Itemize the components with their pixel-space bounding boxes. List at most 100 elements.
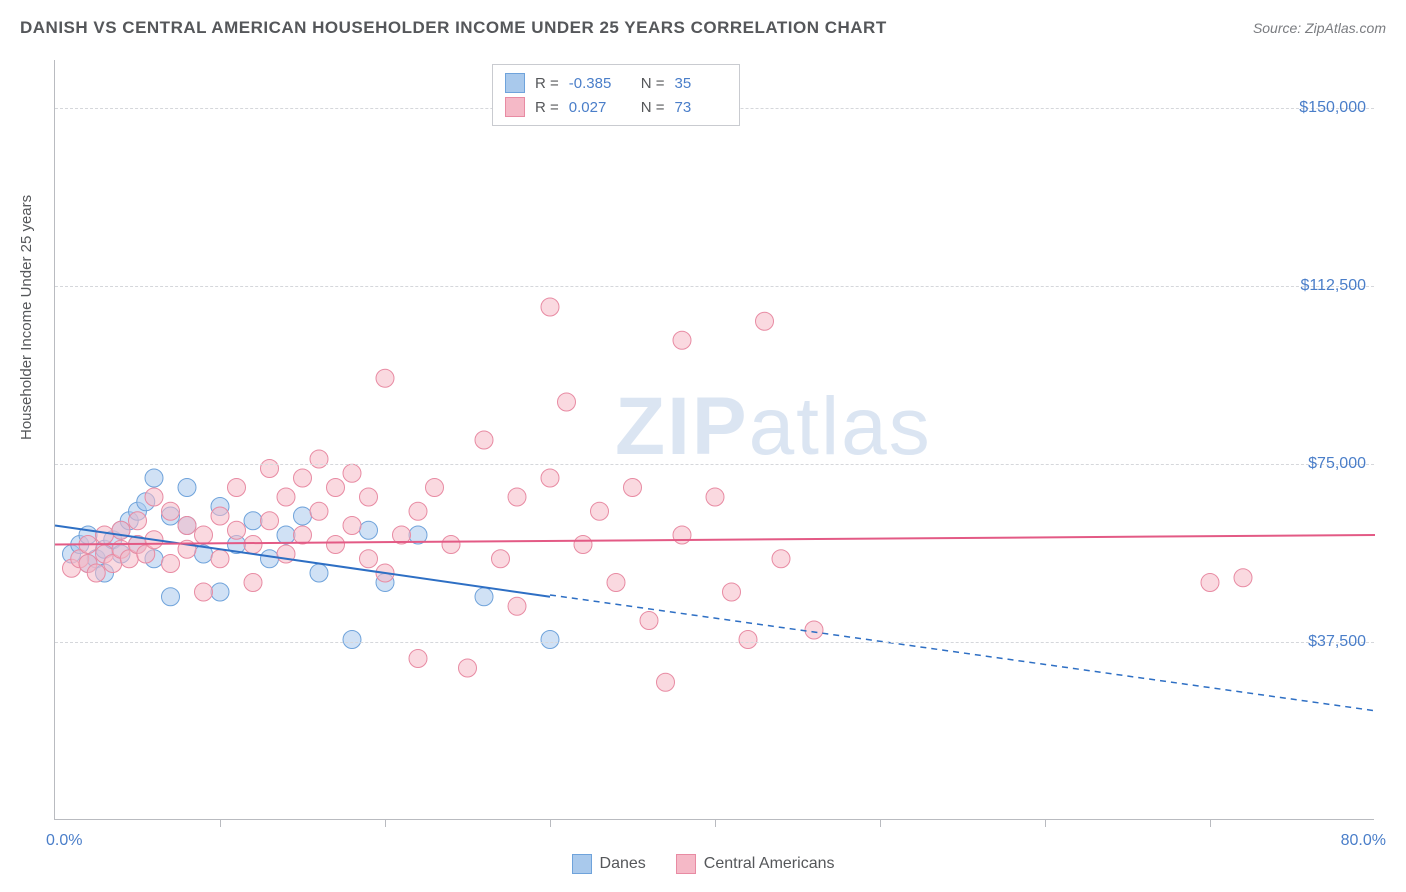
data-point <box>96 526 114 544</box>
x-tick <box>550 819 551 827</box>
data-point <box>211 507 229 525</box>
data-point <box>475 588 493 606</box>
y-tick-label: $112,500 <box>1300 277 1366 295</box>
legend-swatch <box>505 97 525 117</box>
data-point <box>310 564 328 582</box>
data-point <box>261 550 279 568</box>
data-point <box>508 488 526 506</box>
data-point <box>244 574 262 592</box>
n-value: 73 <box>675 99 727 116</box>
series-legend: Danes Central Americans <box>0 854 1406 874</box>
data-point <box>277 488 295 506</box>
data-point <box>442 536 460 554</box>
data-point <box>558 393 576 411</box>
data-point <box>343 631 361 649</box>
x-axis-min-label: 0.0% <box>46 832 82 850</box>
data-point <box>805 621 823 639</box>
data-point <box>459 659 477 677</box>
data-point <box>195 583 213 601</box>
data-point <box>162 502 180 520</box>
legend-row: R = -0.385 N = 35 <box>505 71 727 95</box>
data-point <box>277 526 295 544</box>
data-point <box>706 488 724 506</box>
data-point <box>228 521 246 539</box>
legend-swatch <box>676 854 696 874</box>
data-point <box>1234 569 1252 587</box>
data-point <box>409 502 427 520</box>
data-point <box>360 550 378 568</box>
data-point <box>195 526 213 544</box>
data-point <box>211 550 229 568</box>
data-point <box>244 536 262 554</box>
data-point <box>756 312 774 330</box>
data-point <box>475 431 493 449</box>
data-point <box>591 502 609 520</box>
legend-row: R = 0.027 N = 73 <box>505 95 727 119</box>
data-point <box>360 488 378 506</box>
data-point <box>294 469 312 487</box>
legend-item: Central Americans <box>676 854 835 874</box>
gridline <box>55 464 1374 465</box>
x-tick <box>1045 819 1046 827</box>
r-label: R = <box>535 99 559 116</box>
y-tick-label: $150,000 <box>1299 99 1366 117</box>
data-point <box>327 479 345 497</box>
data-point <box>327 536 345 554</box>
n-value: 35 <box>675 75 727 92</box>
n-label: N = <box>641 75 665 92</box>
data-point <box>673 526 691 544</box>
x-tick <box>880 819 881 827</box>
legend-swatch <box>505 73 525 93</box>
y-tick-label: $37,500 <box>1308 633 1366 651</box>
legend-label: Danes <box>600 855 646 873</box>
x-tick <box>220 819 221 827</box>
x-axis-max-label: 80.0% <box>1341 832 1386 850</box>
data-point <box>261 512 279 530</box>
data-point <box>739 631 757 649</box>
data-point <box>310 502 328 520</box>
n-label: N = <box>641 99 665 116</box>
x-tick <box>715 819 716 827</box>
legend-item: Danes <box>572 854 646 874</box>
gridline <box>55 286 1374 287</box>
source-label: Source: ZipAtlas.com <box>1253 20 1386 36</box>
data-point <box>162 555 180 573</box>
data-point <box>145 488 163 506</box>
data-point <box>310 450 328 468</box>
data-point <box>673 331 691 349</box>
data-point <box>624 479 642 497</box>
data-point <box>772 550 790 568</box>
data-point <box>657 673 675 691</box>
data-point <box>87 564 105 582</box>
trend-line-dashed <box>550 595 1375 711</box>
gridline <box>55 642 1374 643</box>
data-point <box>211 583 229 601</box>
data-point <box>426 479 444 497</box>
data-point <box>178 517 196 535</box>
data-point <box>492 550 510 568</box>
data-point <box>244 512 262 530</box>
data-point <box>409 650 427 668</box>
data-point <box>228 479 246 497</box>
correlation-legend: R = -0.385 N = 35 R = 0.027 N = 73 <box>492 64 740 126</box>
y-axis-title: Householder Income Under 25 years <box>18 195 35 440</box>
data-point <box>294 526 312 544</box>
scatter-svg <box>55 60 1374 819</box>
data-point <box>376 369 394 387</box>
data-point <box>360 521 378 539</box>
r-label: R = <box>535 75 559 92</box>
r-value: 0.027 <box>569 99 621 116</box>
data-point <box>294 507 312 525</box>
data-point <box>261 460 279 478</box>
data-point <box>640 612 658 630</box>
data-point <box>541 298 559 316</box>
data-point <box>343 464 361 482</box>
legend-label: Central Americans <box>704 855 835 873</box>
data-point <box>541 469 559 487</box>
x-tick <box>385 819 386 827</box>
x-tick <box>1210 819 1211 827</box>
data-point <box>1201 574 1219 592</box>
chart-title: DANISH VS CENTRAL AMERICAN HOUSEHOLDER I… <box>20 18 887 38</box>
chart-plot-area: ZIPatlas $37,500$75,000$112,500$150,000 <box>54 60 1374 820</box>
r-value: -0.385 <box>569 75 621 92</box>
